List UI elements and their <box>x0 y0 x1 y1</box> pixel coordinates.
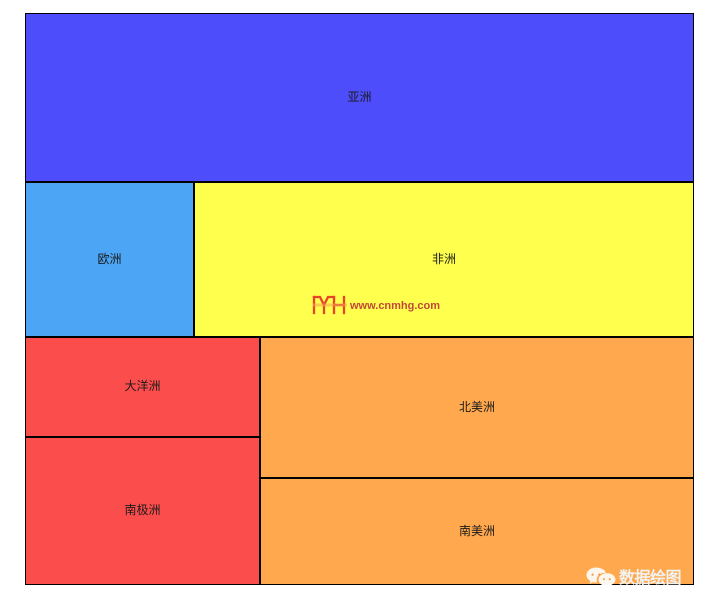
svg-text:www.cnmhg.com: www.cnmhg.com <box>349 300 440 312</box>
